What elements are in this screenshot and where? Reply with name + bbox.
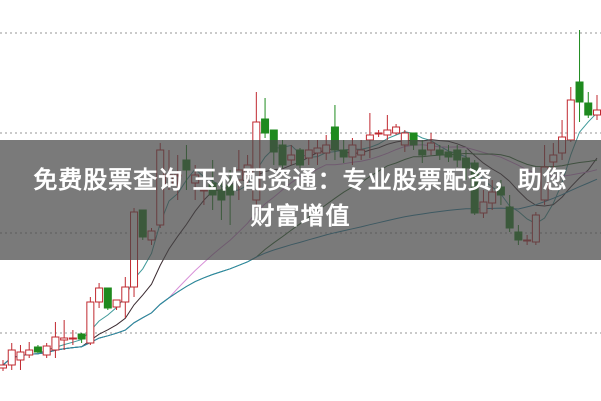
candle-up	[566, 99, 575, 141]
candle-up	[383, 129, 392, 136]
candle-up	[0, 364, 7, 369]
candle-down	[575, 81, 584, 103]
candle-up	[112, 299, 121, 308]
candle-down	[103, 287, 112, 309]
candle-up	[121, 286, 130, 303]
candle-up	[16, 351, 25, 361]
candle-up	[42, 345, 51, 356]
candle-up	[392, 126, 401, 134]
candle-up	[86, 301, 95, 344]
banner-title: 免费股票查询 玉林配资通：专业股票配资，助您 财富增值	[10, 162, 591, 234]
candle-down	[584, 102, 593, 116]
candle-down	[33, 346, 42, 353]
candle-up	[95, 287, 104, 303]
candle-up	[68, 337, 77, 340]
candle-up	[51, 336, 60, 351]
title-banner	[0, 140, 601, 260]
banner-title-line2: 财富增值	[250, 202, 351, 230]
banner-title-line1: 免费股票查询 玉林配资通：专业股票配资，助您	[33, 166, 568, 194]
candle-up	[374, 132, 383, 135]
candle-up	[25, 349, 34, 356]
candle-down	[77, 333, 86, 340]
candle-down	[261, 118, 270, 134]
candle-up	[7, 349, 16, 366]
candle-up	[593, 109, 601, 116]
candle-up	[60, 337, 69, 341]
